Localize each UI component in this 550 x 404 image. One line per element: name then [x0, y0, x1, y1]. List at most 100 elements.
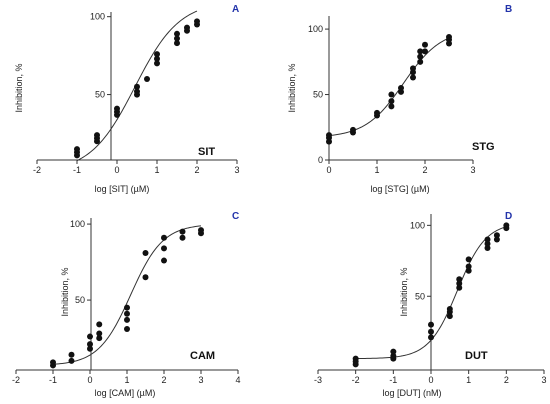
data-point-c	[179, 228, 186, 235]
compound-label-sit: SIT	[198, 146, 215, 158]
data-point-c	[124, 316, 130, 323]
data-point-c	[96, 321, 103, 328]
data-point-d	[390, 348, 397, 355]
compound-label-stg: STG	[472, 141, 495, 153]
fit-line-a	[76, 10, 198, 162]
data-point-a	[74, 146, 80, 153]
data-point-b	[422, 41, 428, 48]
y-axis-label-c: Inhibition, %	[60, 267, 70, 316]
x-tick-label-c: 4	[235, 375, 240, 385]
panel-letter-a: A	[232, 4, 239, 15]
x-tick-label-c: -2	[12, 375, 20, 385]
data-point-d	[503, 222, 510, 229]
y-tick-label-a: 100	[90, 12, 105, 22]
data-point-c	[161, 257, 167, 264]
compound-label-dut: DUT	[465, 350, 488, 362]
y-tick-label-a: 50	[95, 90, 105, 100]
data-point-c	[68, 357, 75, 364]
x-tick-label-c: 3	[198, 375, 203, 385]
ticks-c: -2 -1 0 1 2 3 4 50 100	[12, 218, 241, 385]
data-point-c	[87, 333, 93, 340]
panel-letter-b: B	[505, 4, 512, 15]
y-tick-label-b: 100	[308, 24, 323, 34]
data-point-b	[417, 53, 424, 60]
x-tick-label-d: 3	[541, 375, 546, 385]
data-point-b	[417, 58, 424, 65]
data-point-b	[388, 98, 395, 105]
data-point-c	[87, 345, 93, 352]
data-point-d	[484, 245, 491, 252]
data-point-b	[388, 91, 395, 98]
data-point-d	[484, 236, 491, 243]
x-tick-label-b: 0	[326, 165, 331, 175]
data-point-b	[388, 103, 395, 110]
y-axis-label-b: Inhibition, %	[287, 63, 297, 112]
data-point-a	[94, 132, 100, 139]
data-point-d	[456, 284, 463, 291]
x-tick-label-a: -1	[73, 165, 81, 175]
data-point-c	[124, 304, 130, 311]
y-tick-label-c: 50	[75, 295, 85, 305]
panel-a: A SIT log [SIT] (µM) Inhibition, % -2 -1 0…	[14, 4, 240, 194]
panel-letter-d: D	[505, 211, 512, 222]
fit-curve-b	[328, 37, 450, 137]
fit-line-c	[52, 225, 202, 365]
x-tick-label-b: 2	[422, 165, 427, 175]
x-axis-label-d: log [DUT] (nM)	[382, 388, 441, 398]
y-tick-label-d: 100	[410, 220, 425, 230]
data-point-a	[154, 55, 160, 62]
data-point-a	[184, 24, 190, 31]
x-tick-label-a: -2	[33, 165, 41, 175]
x-axis-label-a: log [SIT] (µM)	[95, 184, 150, 194]
x-axis-label-b: log [STG] (µM)	[370, 184, 429, 194]
data-point-d	[465, 256, 472, 263]
data-point-a	[134, 88, 140, 95]
data-point-d	[352, 355, 359, 362]
x-tick-label-a: 2	[194, 165, 199, 175]
data-point-a	[174, 35, 180, 42]
x-tick-label-a: 3	[234, 165, 239, 175]
x-tick-label-a: 1	[154, 165, 159, 175]
data-point-a	[194, 18, 200, 25]
data-point-a	[144, 75, 150, 82]
x-tick-label-b: 3	[470, 165, 475, 175]
data-point-d	[465, 263, 472, 270]
data-point-b	[410, 65, 416, 72]
y-axis-label-a: Inhibition, %	[14, 63, 24, 112]
x-tick-label-b: 1	[374, 165, 379, 175]
data-point-c	[142, 274, 149, 281]
compound-label-cam: CAM	[190, 350, 215, 362]
x-tick-label-d: 2	[504, 375, 509, 385]
x-tick-label-d: -3	[314, 375, 322, 385]
data-point-b	[410, 74, 416, 81]
fit-line-b	[328, 37, 450, 137]
data-point-c	[179, 234, 186, 241]
panel-letter-c: C	[232, 211, 239, 222]
data-point-d	[493, 236, 500, 243]
x-axis-label-c: log [CAM] (µM)	[95, 388, 156, 398]
y-tick-label-d: 50	[415, 291, 425, 301]
data-point-c	[161, 245, 167, 252]
data-point-a	[174, 30, 180, 37]
data-point-d	[493, 232, 500, 239]
data-point-a	[154, 60, 160, 67]
data-points-d	[352, 222, 510, 368]
panel-d: D DUT log [DUT] (nM) Inhibition, % -3 -2 -…	[314, 211, 547, 398]
data-point-b	[422, 48, 428, 55]
data-point-a	[114, 105, 120, 112]
x-tick-label-d: 1	[466, 375, 471, 385]
data-point-d	[456, 276, 463, 283]
data-point-b	[374, 109, 380, 116]
data-point-d	[428, 334, 434, 341]
y-axis-label-d: Inhibition, %	[399, 267, 409, 316]
x-tick-label-c: -1	[49, 375, 57, 385]
x-tick-label-d: -2	[352, 375, 360, 385]
data-point-c	[198, 227, 204, 234]
x-tick-label-c: 0	[87, 375, 92, 385]
data-point-b	[326, 132, 332, 139]
x-tick-label-d: -1	[389, 375, 397, 385]
ticks-d: -3 -2 -1 0 1 2 3 50 100	[314, 214, 547, 385]
ticks-a: -2 -1 0 1 2 3 50 100	[33, 12, 240, 175]
data-point-b	[350, 126, 356, 133]
